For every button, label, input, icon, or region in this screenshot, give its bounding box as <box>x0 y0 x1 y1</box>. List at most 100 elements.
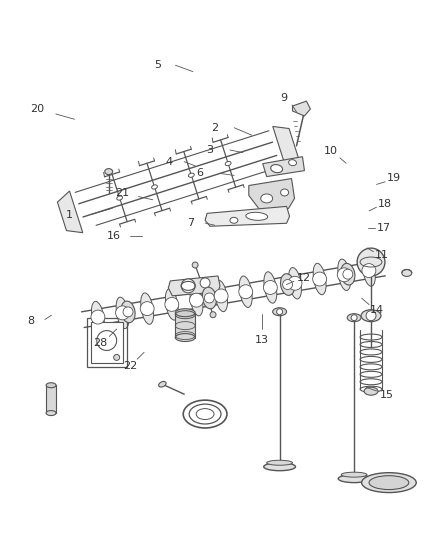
Circle shape <box>116 306 130 320</box>
Text: 20: 20 <box>30 104 44 114</box>
Text: 10: 10 <box>324 146 338 156</box>
Polygon shape <box>57 191 83 233</box>
Circle shape <box>210 312 216 318</box>
Text: 11: 11 <box>375 250 389 260</box>
Ellipse shape <box>189 404 221 424</box>
Ellipse shape <box>215 280 228 312</box>
Polygon shape <box>168 276 220 296</box>
Text: 18: 18 <box>378 199 392 209</box>
Ellipse shape <box>362 255 375 286</box>
Circle shape <box>97 330 117 351</box>
Text: 22: 22 <box>123 361 137 371</box>
Circle shape <box>140 302 154 316</box>
Circle shape <box>165 297 179 311</box>
Text: 4: 4 <box>166 157 173 167</box>
Circle shape <box>239 285 253 298</box>
Ellipse shape <box>105 168 113 175</box>
Text: 8: 8 <box>28 316 35 326</box>
Ellipse shape <box>202 287 216 309</box>
Ellipse shape <box>230 217 238 223</box>
Polygon shape <box>249 179 294 212</box>
Circle shape <box>366 311 376 321</box>
Ellipse shape <box>239 276 252 308</box>
Text: 17: 17 <box>376 223 391 233</box>
Ellipse shape <box>121 301 135 323</box>
Circle shape <box>114 354 120 360</box>
Text: 1: 1 <box>65 209 72 220</box>
Text: 28: 28 <box>93 338 108 348</box>
Text: 21: 21 <box>115 188 130 198</box>
Ellipse shape <box>289 160 297 166</box>
Ellipse shape <box>92 301 104 333</box>
Text: 14: 14 <box>370 305 384 315</box>
Ellipse shape <box>166 289 178 320</box>
Ellipse shape <box>280 273 295 295</box>
Text: 2: 2 <box>211 123 218 133</box>
Ellipse shape <box>364 387 378 395</box>
Circle shape <box>200 278 210 288</box>
Circle shape <box>351 314 357 321</box>
Ellipse shape <box>152 185 157 189</box>
Text: 6: 6 <box>196 168 203 178</box>
Text: 9: 9 <box>280 93 287 103</box>
Ellipse shape <box>264 272 277 303</box>
Ellipse shape <box>341 263 355 285</box>
Circle shape <box>91 310 105 324</box>
Ellipse shape <box>246 212 268 220</box>
Ellipse shape <box>175 334 195 342</box>
Circle shape <box>357 248 385 276</box>
Circle shape <box>190 293 203 307</box>
Ellipse shape <box>188 173 194 177</box>
Ellipse shape <box>362 473 416 492</box>
Polygon shape <box>273 126 298 168</box>
Circle shape <box>181 279 195 293</box>
Ellipse shape <box>281 189 289 196</box>
Text: 7: 7 <box>187 218 194 228</box>
Ellipse shape <box>313 263 326 295</box>
Polygon shape <box>293 101 311 116</box>
Ellipse shape <box>46 383 56 387</box>
Ellipse shape <box>361 310 381 321</box>
Ellipse shape <box>116 297 129 328</box>
Ellipse shape <box>369 475 409 490</box>
Polygon shape <box>46 385 56 413</box>
Ellipse shape <box>141 293 154 324</box>
Circle shape <box>205 293 214 303</box>
Text: 19: 19 <box>387 173 401 182</box>
Polygon shape <box>91 321 123 364</box>
Circle shape <box>313 272 327 286</box>
Ellipse shape <box>289 268 301 299</box>
Circle shape <box>288 276 302 290</box>
Text: 15: 15 <box>380 390 394 400</box>
Circle shape <box>362 264 376 278</box>
Circle shape <box>343 269 353 279</box>
Ellipse shape <box>46 410 56 416</box>
Ellipse shape <box>159 382 166 387</box>
Ellipse shape <box>261 194 273 203</box>
Ellipse shape <box>175 309 195 317</box>
Ellipse shape <box>264 463 296 471</box>
Ellipse shape <box>267 461 293 465</box>
Ellipse shape <box>347 314 361 321</box>
Polygon shape <box>205 206 290 226</box>
Circle shape <box>263 280 277 294</box>
Text: 12: 12 <box>297 273 311 283</box>
Circle shape <box>337 268 351 282</box>
Polygon shape <box>175 313 195 337</box>
Ellipse shape <box>338 259 351 290</box>
Ellipse shape <box>271 165 283 173</box>
Ellipse shape <box>117 196 123 200</box>
Text: 13: 13 <box>254 335 268 345</box>
Ellipse shape <box>338 475 370 482</box>
Circle shape <box>277 309 283 314</box>
Ellipse shape <box>190 285 203 316</box>
Ellipse shape <box>273 308 286 316</box>
Circle shape <box>214 289 228 303</box>
Text: 16: 16 <box>107 231 121 241</box>
Text: 3: 3 <box>206 145 213 155</box>
Circle shape <box>123 307 133 317</box>
Ellipse shape <box>402 270 412 277</box>
Circle shape <box>283 279 293 289</box>
Polygon shape <box>263 157 304 176</box>
Ellipse shape <box>225 161 231 166</box>
